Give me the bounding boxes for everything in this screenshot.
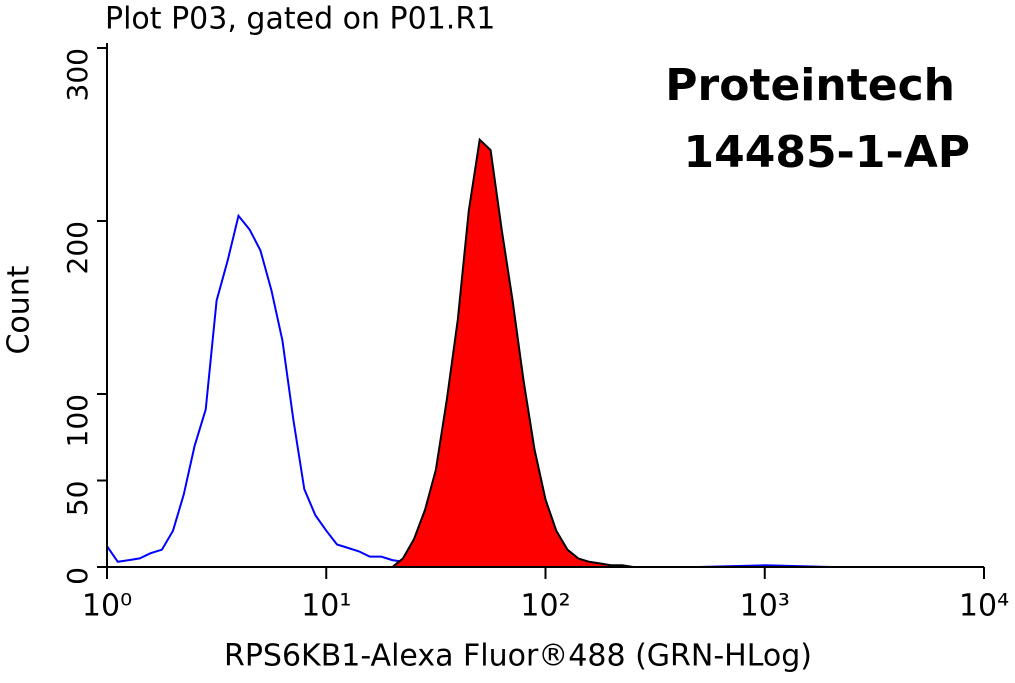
y-axis-label: Count [2, 265, 37, 354]
y-tick-label: 0 [61, 567, 94, 585]
y-tick-label: 50 [61, 481, 94, 517]
y-tick-label: 200 [61, 221, 94, 274]
annotation: 14485-1-AP [683, 127, 970, 178]
y-tick-label: 100 [61, 394, 94, 447]
x-axis-label: RPS6KB1-Alexa Fluor®488 (GRN-HLog) [224, 639, 812, 674]
histogram-area [107, 139, 984, 567]
annotation: Proteintech [665, 60, 955, 111]
x-tick-label: 10⁰ [82, 589, 132, 624]
chart-title: Plot P03, gated on P01.R1 [105, 2, 495, 37]
x-tick-label: 10³ [740, 589, 790, 624]
x-tick-label: 10² [520, 589, 570, 624]
y-tick-label: 300 [61, 48, 94, 101]
x-tick-label: 10¹ [301, 589, 351, 624]
x-tick-label: 10⁴ [959, 589, 1009, 624]
